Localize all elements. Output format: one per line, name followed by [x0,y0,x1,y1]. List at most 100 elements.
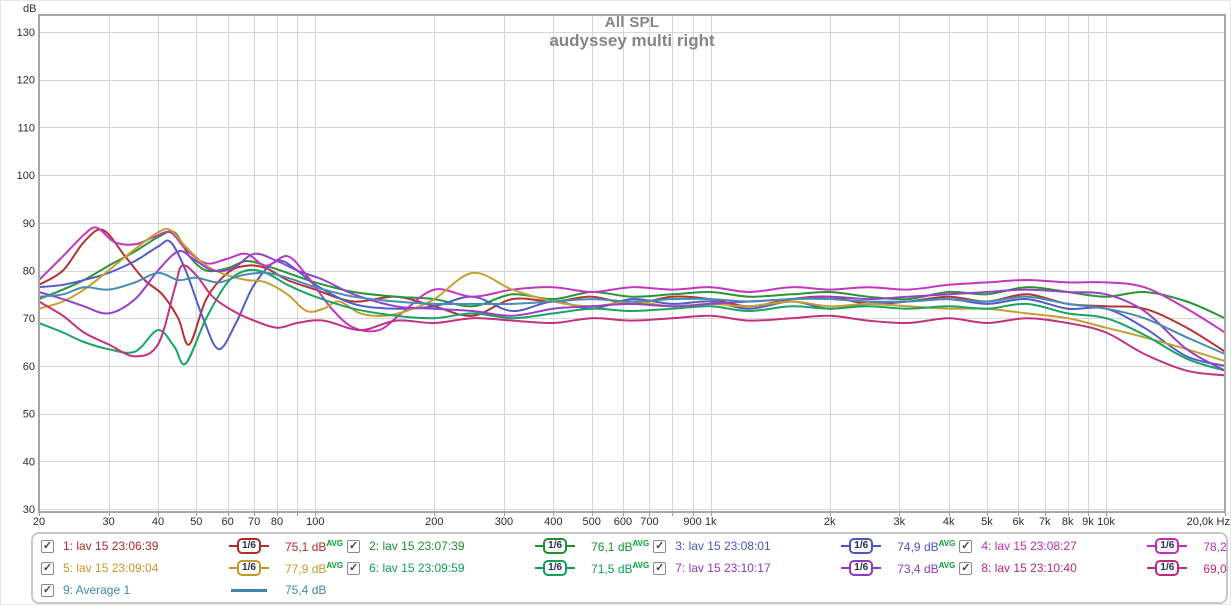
legend-label-9: 9: Average 1 [63,583,131,597]
legend-checkbox-8[interactable]: ✓ [959,561,973,575]
badge-stub [229,567,238,569]
y-tick-label: 110 [17,122,35,134]
legend-checkbox-3[interactable]: ✓ [653,539,667,553]
avg-suffix: AVG [938,560,956,570]
legend-value-8: 69,0 dBAVG [1203,561,1230,576]
plot-border [38,14,1226,513]
smoothing-badge-1[interactable]: 1/6 [229,538,269,554]
x-tick-label: 200 [425,516,443,528]
gridlines [39,15,1226,516]
x-tick-label: 700 [640,516,658,528]
legend-checkbox-2[interactable]: ✓ [347,539,361,553]
legend-entry-2: ✓ 2: lav 15 23:07:39 1/6 76,1 dBAVG [343,535,649,557]
legend-label-4: 4: lav 15 23:08:27 [981,539,1077,553]
legend-label-8: 8: lav 15 23:10:40 [981,561,1077,575]
legend-entry-4: ✓ 4: lav 15 23:08:27 1/6 78,2 dBAVG [955,535,1230,557]
legend-label-5: 5: lav 15 23:09:04 [63,561,159,575]
y-tick-label: 60 [23,361,35,373]
y-tick-label: 100 [17,170,35,182]
x-tick-label: 60 [221,516,233,528]
legend-label-3: 3: lav 15 23:08:01 [675,539,771,553]
smoothing-value: 1/6 [543,538,568,554]
x-tick-label: 20 [33,516,45,528]
x-tick-label: 20,0k Hz [1187,516,1230,528]
legend-value-4: 78,2 dBAVG [1203,539,1230,554]
legend-value-3: 74,9 dBAVG [897,538,956,554]
smoothing-badge-2[interactable]: 1/6 [535,538,576,554]
legend-checkbox-9[interactable]: ✓ [41,583,54,597]
legend-checkbox-1[interactable]: ✓ [41,539,54,553]
badge-stub [567,545,576,547]
x-tick-label: 70 [248,516,260,528]
legend-label-6: 6: lav 15 23:09:59 [369,561,465,575]
legend-value-9: 75,4 dB [285,583,327,597]
smoothing-value: 1/6 [543,560,568,576]
badge-stub [1179,567,1188,569]
legend-panel: ✓ 1: lav 15 23:06:39 1/6 75,1 dBAVG ✓ 2: lav … [31,532,1230,604]
x-tick-label: 400 [544,516,562,528]
badge-stub [535,567,544,569]
y-tick-label: 70 [23,313,35,325]
legend-checkbox-5[interactable]: ✓ [41,561,54,575]
legend-checkbox-6[interactable]: ✓ [347,561,361,575]
badge-stub [841,545,850,547]
legend-label-1: 1: lav 15 23:06:39 [63,539,159,553]
badge-stub [229,545,238,547]
series-9-curve [38,271,1226,355]
badge-stub [873,567,882,569]
x-tick-label: 6k [1012,516,1024,528]
x-tick-label: 5k [981,516,993,528]
y-tick-label: 50 [23,409,35,421]
x-tick-label: 80 [271,516,283,528]
x-tick-label: 3k [893,516,905,528]
legend-checkbox-7[interactable]: ✓ [653,561,667,575]
plot-background [39,15,1225,512]
badge-stub [1179,545,1188,547]
y-tick-label: 120 [17,75,35,87]
legend-entry-5: ✓ 5: lav 15 23:09:04 1/6 77,9 dBAVG [37,557,343,579]
legend-value-5: 77,9 dBAVG [285,560,344,576]
series-7-curve [38,250,1226,372]
smoothing-badge-8[interactable]: 1/6 [1147,560,1188,576]
legend-entry-1: ✓ 1: lav 15 23:06:39 1/6 75,1 dBAVG [37,535,343,557]
x-tick-label: 500 [582,516,600,528]
smoothing-value: 1/6 [1155,538,1180,554]
smoothing-badge-6[interactable]: 1/6 [535,560,576,576]
legend-entry-7: ✓ 7: lav 15 23:10:17 1/6 73,4 dBAVG [649,557,955,579]
badge-stub [535,545,544,547]
smoothing-value: 1/6 [1155,560,1180,576]
x-tick-label: 900 [683,516,701,528]
x-tick-label: 30 [102,516,114,528]
badge-stub [873,545,882,547]
smoothing-badge-3[interactable]: 1/6 [841,538,882,554]
legend-entry-3: ✓ 3: lav 15 23:08:01 1/6 74,9 dBAVG [649,535,955,557]
badge-stub [260,567,269,569]
badge-stub [841,567,850,569]
y-tick-label: 40 [23,456,35,468]
smoothing-badge-5[interactable]: 1/6 [229,560,269,576]
y-axis-unit-label: dB [23,3,37,15]
spl-chart-area: 30 40 50 60 70 80 90 100 110 120 130 20 30 40 50 60 70 80… [1,1,1230,532]
x-tick-label: 2k [824,516,836,528]
x-tick-label: 1k [705,516,717,528]
x-tick-label: 600 [614,516,632,528]
legend-value-6: 71,5 dBAVG [591,560,650,576]
smoothing-value: 1/6 [849,538,874,554]
smoothing-value: 1/6 [237,560,261,576]
legend-entry-8: ✓ 8: lav 15 23:10:40 1/6 69,0 dBAVG [955,557,1230,579]
legend-checkbox-4[interactable]: ✓ [959,539,973,553]
smoothing-value: 1/6 [237,538,261,554]
average-line-swatch [231,588,267,592]
x-tick-label: 4k [943,516,955,528]
smoothing-badge-4[interactable]: 1/6 [1147,538,1188,554]
avg-suffix: AVG [632,560,650,570]
x-tick-label: 100 [306,516,324,528]
badge-stub [567,567,576,569]
x-tick-label: 8k [1062,516,1074,528]
x-tick-label: 9k [1082,516,1094,528]
x-tick-label: 50 [190,516,202,528]
smoothing-badge-7[interactable]: 1/6 [841,560,882,576]
